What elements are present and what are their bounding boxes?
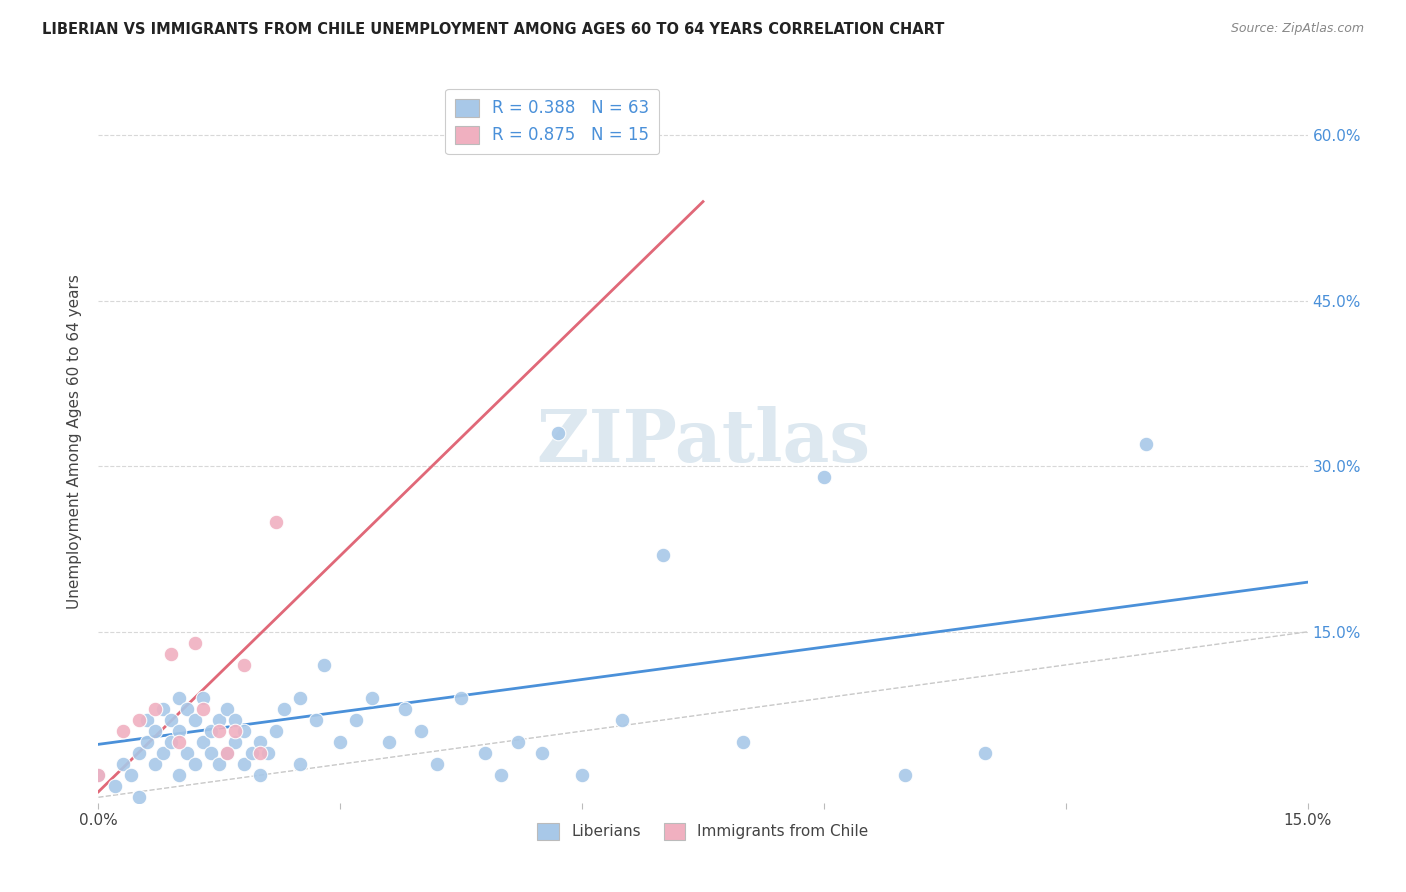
Point [208,724,231,739]
Point [256,746,278,760]
Point [176,702,198,716]
Point [733,735,755,749]
Point [1135,437,1157,451]
Point [264,724,287,739]
Point [974,746,997,760]
Point [184,757,207,772]
Point [305,713,328,727]
Point [128,746,150,760]
Point [249,768,271,782]
Point [193,735,215,749]
Point [208,757,231,772]
Point [224,713,246,727]
Point [152,702,174,716]
Point [217,746,239,760]
Point [264,515,287,529]
Point [193,702,215,716]
Point [87,768,110,782]
Point [167,768,190,782]
Point [893,768,915,782]
Point [612,713,634,727]
Point [547,426,569,441]
Point [167,724,190,739]
Text: ZIPatlas: ZIPatlas [536,406,870,477]
Point [344,713,367,727]
Point [184,713,207,727]
Y-axis label: Unemployment Among Ages 60 to 64 years: Unemployment Among Ages 60 to 64 years [67,274,83,609]
Point [232,657,254,672]
Legend: Liberians, Immigrants from Chile: Liberians, Immigrants from Chile [531,817,875,846]
Point [160,647,183,661]
Point [232,724,254,739]
Point [612,128,634,143]
Point [200,746,222,760]
Point [651,548,673,562]
Point [491,768,513,782]
Point [87,768,110,782]
Text: LIBERIAN VS IMMIGRANTS FROM CHILE UNEMPLOYMENT AMONG AGES 60 TO 64 YEARS CORRELA: LIBERIAN VS IMMIGRANTS FROM CHILE UNEMPL… [42,22,945,37]
Point [224,724,246,739]
Point [143,724,166,739]
Point [249,735,271,749]
Point [120,768,142,782]
Point [200,724,222,739]
Point [135,735,157,749]
Point [273,702,295,716]
Point [288,691,311,706]
Point [217,746,239,760]
Point [377,735,399,749]
Point [128,713,150,727]
Point [143,757,166,772]
Point [571,768,593,782]
Text: Source: ZipAtlas.com: Source: ZipAtlas.com [1230,22,1364,36]
Point [224,735,246,749]
Point [160,713,183,727]
Point [152,746,174,760]
Point [160,735,183,749]
Point [450,691,472,706]
Point [176,746,198,760]
Point [249,746,271,760]
Point [167,735,190,749]
Point [329,735,352,749]
Point [128,790,150,805]
Point [184,636,207,650]
Point [193,691,215,706]
Point [530,746,553,760]
Point [143,702,166,716]
Point [314,657,336,672]
Point [288,757,311,772]
Point [394,702,416,716]
Point [361,691,384,706]
Point [474,746,496,760]
Point [167,691,190,706]
Point [232,757,254,772]
Point [111,724,134,739]
Point [240,746,263,760]
Point [409,724,432,739]
Point [208,713,231,727]
Point [111,757,134,772]
Point [103,779,125,793]
Point [426,757,449,772]
Point [135,713,157,727]
Point [217,702,239,716]
Point [813,470,835,484]
Point [506,735,529,749]
